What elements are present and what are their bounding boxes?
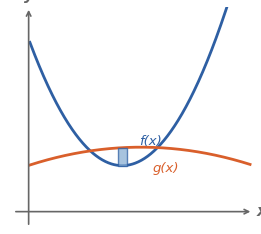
Bar bbox=[118, 148, 127, 166]
Text: y: y bbox=[24, 0, 34, 3]
Text: x: x bbox=[256, 204, 261, 219]
Text: f(x): f(x) bbox=[139, 135, 162, 148]
Text: g(x): g(x) bbox=[153, 162, 179, 176]
